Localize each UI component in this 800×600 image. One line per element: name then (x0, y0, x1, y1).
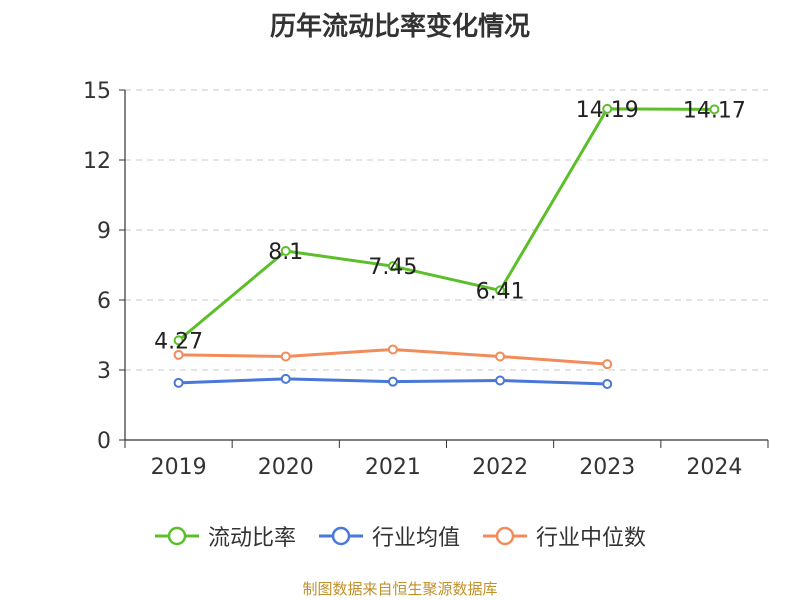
data-point (173, 349, 184, 360)
data-point (495, 375, 506, 386)
data-labels: 4.27 8.1 7.45 6.41 14.19 14.17 (154, 98, 746, 354)
series-line-1 (177, 107, 715, 342)
data-label: 6.41 (476, 279, 525, 304)
legend-swatch-icon (318, 526, 363, 546)
y-tick-label: 9 (97, 219, 111, 244)
data-label: 7.45 (368, 255, 417, 280)
data-point (280, 373, 291, 384)
legend-label: 行业中位数 (536, 526, 647, 551)
legend-label: 流动比率 (207, 526, 296, 551)
series-lines (173, 103, 720, 389)
y-tick-label: 15 (83, 79, 111, 104)
x-tick-label: 2019 (151, 455, 207, 480)
data-label: 4.27 (154, 329, 203, 354)
data-point (602, 359, 613, 370)
source-note: 制图数据来自恒生聚源数据库 (302, 580, 498, 598)
legend-swatch-icon (154, 526, 199, 546)
data-point (173, 335, 184, 346)
legend-item[interactable]: 行业均值 (318, 520, 460, 552)
gridlines (125, 89, 768, 371)
y-tick-label: 12 (83, 149, 111, 174)
legend-swatch-icon (483, 526, 527, 546)
y-tick-label: 3 (97, 359, 111, 384)
data-point (280, 351, 291, 362)
data-point (602, 103, 613, 114)
legend: 流动比率 行业均值 行业中位数 (0, 520, 800, 552)
data-point (495, 351, 506, 362)
chart-title: 历年流动比率变化情况 (269, 12, 530, 42)
legend-item[interactable]: 行业中位数 (482, 520, 646, 552)
data-point (387, 376, 398, 387)
data-point (280, 246, 291, 256)
data-point (387, 261, 398, 272)
x-tick-label: 2024 (686, 455, 742, 480)
data-point (173, 377, 184, 388)
data-label: 8.1 (268, 240, 303, 265)
data-point (709, 104, 720, 115)
legend-item[interactable]: 流动比率 (154, 520, 296, 552)
axes: 0 3 6 9 12 15 2019 2020 2021 2022 2023 2024 (83, 79, 769, 480)
x-tick-label: 2023 (579, 455, 635, 480)
y-tick-label: 0 (97, 429, 111, 454)
data-point (387, 344, 398, 355)
data-point (495, 285, 506, 296)
data-point (602, 379, 613, 389)
y-tick-label: 6 (97, 289, 111, 314)
data-label: 14.17 (683, 98, 746, 123)
x-tick-label: 2021 (365, 455, 421, 480)
data-label: 14.19 (576, 98, 639, 123)
x-tick-label: 2020 (258, 455, 314, 480)
x-tick-label: 2022 (472, 455, 528, 480)
legend-label: 行业均值 (371, 526, 460, 551)
